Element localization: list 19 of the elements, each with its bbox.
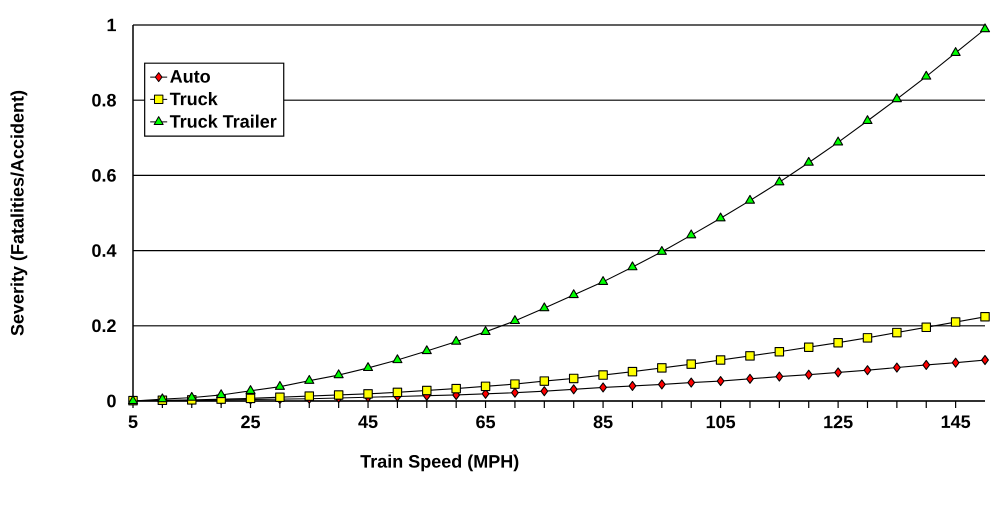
x-tick-label: 125 <box>824 416 853 428</box>
legend-label: Auto <box>170 70 210 83</box>
y-tick-label: 0 <box>107 394 116 408</box>
y-tick-label: 0.8 <box>92 94 116 107</box>
legend-label: Truck <box>170 92 218 106</box>
x-tick-label: 85 <box>594 416 613 428</box>
y-tick-label: 0.2 <box>92 319 116 332</box>
x-tick-label: 65 <box>476 416 496 428</box>
x-axis-title: Train Speed (MPH) <box>360 454 518 472</box>
y-tick-label: 0.6 <box>92 169 116 182</box>
y-tick-label: 0.4 <box>92 244 116 257</box>
x-tick-label: 25 <box>241 416 260 428</box>
legend-label: Truck Trailer <box>170 114 276 128</box>
x-tick-label: 45 <box>358 416 378 428</box>
y-tick-label: 1 <box>108 18 116 32</box>
x-tick-label: 145 <box>942 416 970 428</box>
y-axis-title: Severity (Fatalities/Accident) <box>10 90 28 336</box>
x-tick-label: 5 <box>128 416 138 428</box>
x-tick-label: 105 <box>706 416 736 428</box>
